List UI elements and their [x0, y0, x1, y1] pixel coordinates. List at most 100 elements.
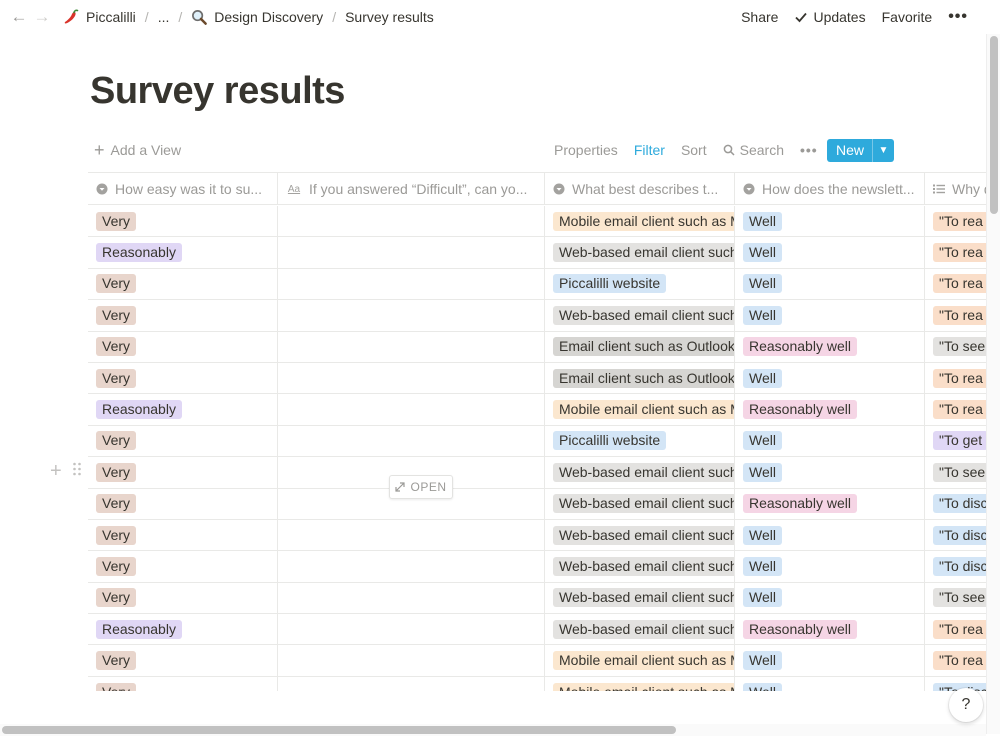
table-cell[interactable]: "To rea: [925, 206, 1000, 236]
updates-button[interactable]: Updates: [786, 9, 873, 25]
table-cell[interactable]: Web-based email client such: [545, 551, 735, 582]
table-cell[interactable]: "To rea: [925, 363, 1000, 393]
table-cell[interactable]: "To disc: [925, 520, 1000, 550]
table-cell[interactable]: Well: [735, 300, 925, 331]
table-cell[interactable]: [278, 614, 545, 645]
table-cell[interactable]: Web-based email client such: [545, 519, 735, 551]
table-cell[interactable]: Email client such as Outlook: [545, 362, 735, 394]
new-button[interactable]: New ▼: [827, 139, 894, 162]
more-options-icon[interactable]: •••: [948, 8, 968, 25]
table-row[interactable]: Very Email client such as Outlook Reasonab…: [88, 331, 1000, 363]
table-cell[interactable]: Well: [735, 237, 925, 268]
table-cell[interactable]: Well: [735, 206, 925, 237]
table-cell[interactable]: Well: [735, 645, 925, 676]
table-cell[interactable]: [278, 237, 545, 268]
scrollbar-thumb[interactable]: [990, 36, 998, 214]
table-cell[interactable]: Web-based email client such: [545, 237, 735, 268]
table-row[interactable]: Very Email client such as Outlook Well "To …: [88, 362, 1000, 395]
drag-handle-icon[interactable]: [72, 461, 82, 477]
table-cell[interactable]: Reasonably well: [735, 331, 925, 362]
table-row[interactable]: Very Web-based email client such Well "To s…: [88, 582, 1000, 615]
table-cell[interactable]: Reasonably: [88, 237, 278, 268]
table-cell[interactable]: [278, 488, 545, 519]
table-cell[interactable]: "To see: [925, 583, 1000, 613]
table-row[interactable]: Very Web-based email client such Well "To r…: [88, 300, 1000, 332]
scrollbar-thumb[interactable]: [2, 726, 676, 734]
table-cell[interactable]: [278, 457, 545, 488]
add-view-button[interactable]: + Add a View: [94, 141, 181, 159]
table-cell[interactable]: Very: [88, 582, 278, 614]
column-header[interactable]: What best describes t...: [545, 173, 735, 205]
page-title[interactable]: Survey results: [90, 70, 345, 112]
table-cell[interactable]: Very: [88, 331, 278, 362]
filter-button[interactable]: Filter: [634, 142, 665, 158]
open-row-button[interactable]: OPEN: [389, 475, 453, 499]
table-cell[interactable]: [278, 519, 545, 551]
table-cell[interactable]: Piccalilli website: [545, 425, 735, 457]
table-cell[interactable]: [278, 582, 545, 614]
table-cell[interactable]: Web-based email client such: [545, 300, 735, 331]
table-cell[interactable]: Mobile email client such as M: [545, 394, 735, 425]
table-cell[interactable]: Very: [88, 488, 278, 519]
chevron-down-icon[interactable]: ▼: [878, 145, 889, 156]
table-row[interactable]: Very Piccalilli website Well "To get: [88, 425, 1000, 458]
table-cell[interactable]: Well: [735, 551, 925, 582]
table-cell[interactable]: "To rea: [925, 394, 1000, 424]
table-cell[interactable]: [278, 425, 545, 457]
table-row[interactable]: Very Web-based email client such Well "To d…: [88, 519, 1000, 552]
table-cell[interactable]: "To disc: [925, 489, 1000, 519]
table-cell[interactable]: Reasonably: [88, 614, 278, 645]
table-row[interactable]: Reasonably Web-based email client such Rea…: [88, 614, 1000, 646]
help-button[interactable]: ?: [949, 688, 983, 722]
table-cell[interactable]: [278, 300, 545, 331]
table-cell[interactable]: Web-based email client such: [545, 488, 735, 519]
table-cell[interactable]: "To see: [925, 332, 1000, 362]
add-row-plus-icon[interactable]: +: [50, 460, 62, 482]
breadcrumb-workspace[interactable]: Piccalilli: [60, 8, 138, 26]
forward-arrow-icon[interactable]: →: [33, 7, 51, 26]
table-cell[interactable]: Very: [88, 268, 278, 300]
table-cell[interactable]: "To see: [925, 457, 1000, 487]
table-row[interactable]: Very Mobile email client such as M Well "To…: [88, 645, 1000, 677]
table-cell[interactable]: Very: [88, 645, 278, 676]
table-cell[interactable]: Mobile email client such as M: [545, 206, 735, 237]
table-cell[interactable]: [278, 206, 545, 237]
table-row[interactable]: Very Mobile email client such as M Well "To…: [88, 676, 1000, 691]
table-cell[interactable]: Reasonably well: [735, 394, 925, 425]
back-arrow-icon[interactable]: ←: [10, 7, 28, 26]
breadcrumb-design-discovery[interactable]: Design Discovery: [189, 9, 325, 26]
table-cell[interactable]: "To rea: [925, 300, 1000, 330]
table-cell[interactable]: Well: [735, 519, 925, 551]
column-header[interactable]: How does the newslett...: [735, 173, 925, 205]
table-cell[interactable]: [278, 268, 545, 300]
column-header[interactable]: Aa If you answered “Difficult”, can yo..…: [278, 173, 545, 205]
favorite-button[interactable]: Favorite: [874, 9, 941, 25]
table-cell[interactable]: Email client such as Outlook: [545, 331, 735, 362]
table-cell[interactable]: "To rea: [925, 269, 1000, 299]
table-cell[interactable]: Mobile email client such as M: [545, 676, 735, 691]
more-options-icon[interactable]: •••: [799, 142, 818, 158]
table-cell[interactable]: Reasonably: [88, 394, 278, 425]
table-cell[interactable]: Well: [735, 457, 925, 488]
table-cell[interactable]: "To rea: [925, 645, 1000, 675]
table-cell[interactable]: Very: [88, 519, 278, 551]
table-cell[interactable]: [278, 676, 545, 691]
breadcrumb-ellipsis[interactable]: ...: [156, 9, 172, 25]
table-row[interactable]: Very Web-based email client such Reasonabl…: [88, 488, 1000, 520]
table-cell[interactable]: "To rea: [925, 237, 1000, 267]
table-cell[interactable]: Web-based email client such: [545, 582, 735, 614]
table-cell[interactable]: Very: [88, 676, 278, 691]
table-cell[interactable]: Well: [735, 268, 925, 300]
share-button[interactable]: Share: [733, 9, 786, 25]
table-cell[interactable]: Very: [88, 362, 278, 394]
breadcrumb-current[interactable]: Survey results: [343, 9, 436, 25]
table-cell[interactable]: Web-based email client such: [545, 614, 735, 645]
table-cell[interactable]: "To get: [925, 426, 1000, 456]
vertical-scrollbar[interactable]: [986, 34, 1000, 734]
table-cell[interactable]: Reasonably well: [735, 488, 925, 519]
table-row[interactable]: Very Mobile email client such as M Well "To…: [88, 206, 1000, 238]
table-cell[interactable]: Well: [735, 676, 925, 691]
table-row[interactable]: Reasonably Mobile email client such as M R…: [88, 394, 1000, 426]
table-cell[interactable]: Reasonably well: [735, 614, 925, 645]
table-cell[interactable]: [278, 394, 545, 425]
